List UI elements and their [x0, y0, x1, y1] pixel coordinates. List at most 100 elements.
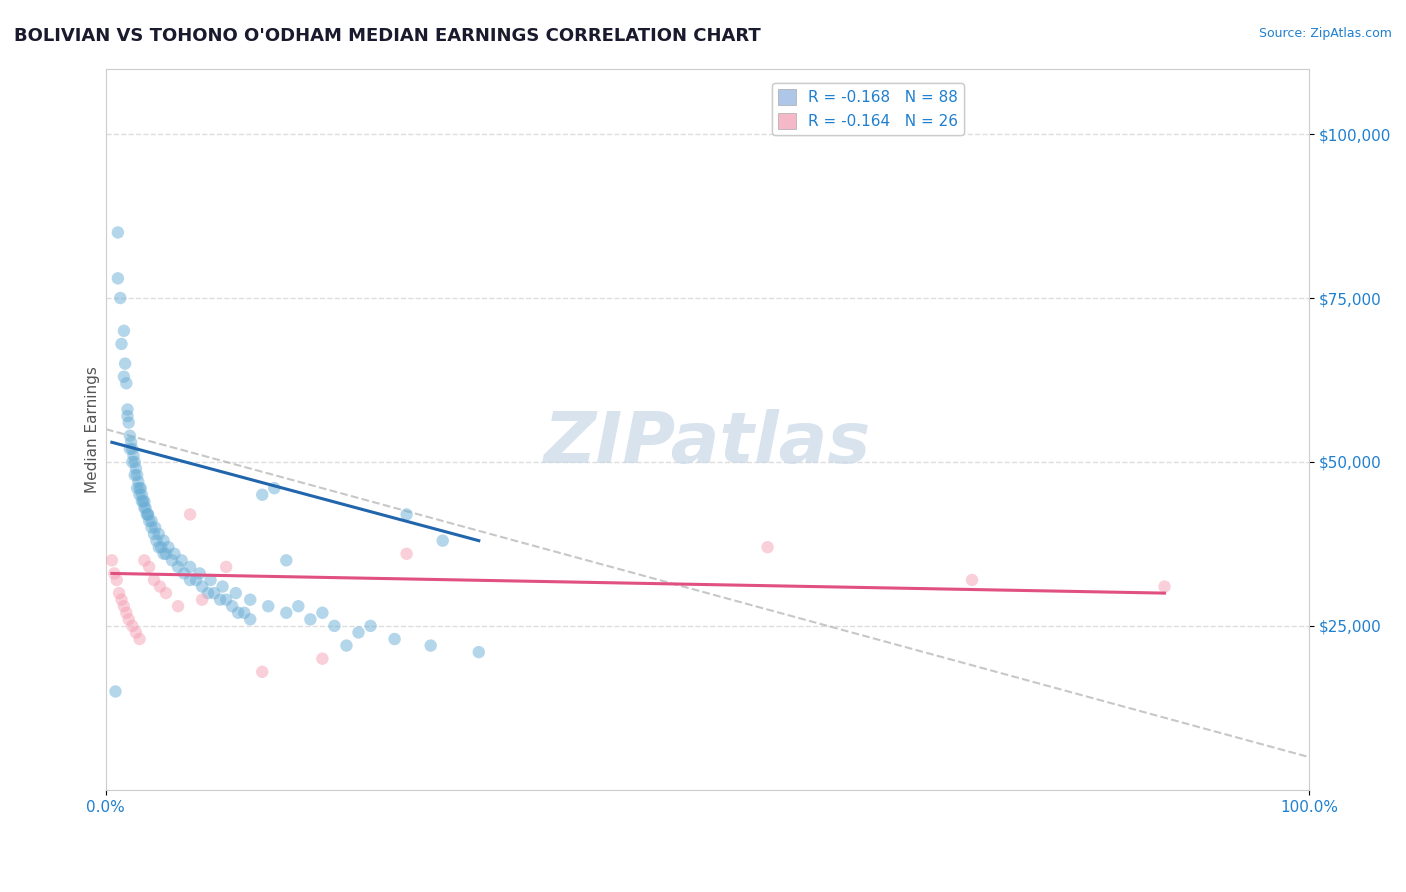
- Point: [209, 592, 232, 607]
- Point: [107, 271, 129, 285]
- Point: [756, 540, 779, 554]
- Point: [188, 566, 211, 581]
- Point: [167, 599, 190, 614]
- Point: [141, 514, 163, 528]
- Point: [121, 442, 143, 456]
- Point: [152, 547, 174, 561]
- Point: [239, 612, 262, 626]
- Point: [395, 508, 418, 522]
- Point: [104, 684, 127, 698]
- Point: [163, 547, 186, 561]
- Point: [134, 553, 156, 567]
- Point: [197, 586, 219, 600]
- Point: [143, 527, 166, 541]
- Point: [112, 369, 135, 384]
- Point: [252, 665, 274, 679]
- Point: [134, 500, 156, 515]
- Point: [112, 599, 135, 614]
- Point: [127, 475, 149, 489]
- Point: [148, 540, 170, 554]
- Legend: R = -0.168   N = 88, R = -0.164   N = 26: R = -0.168 N = 88, R = -0.164 N = 26: [772, 83, 965, 136]
- Point: [114, 357, 136, 371]
- Point: [173, 566, 195, 581]
- Point: [135, 508, 157, 522]
- Point: [191, 580, 214, 594]
- Point: [117, 402, 139, 417]
- Point: [127, 468, 149, 483]
- Point: [118, 442, 141, 456]
- Point: [276, 606, 298, 620]
- Point: [160, 553, 183, 567]
- Point: [311, 606, 333, 620]
- Point: [149, 580, 172, 594]
- Point: [138, 514, 160, 528]
- Point: [179, 560, 201, 574]
- Point: [145, 533, 167, 548]
- Point: [191, 592, 214, 607]
- Point: [107, 226, 129, 240]
- Point: [141, 520, 163, 534]
- Point: [143, 520, 166, 534]
- Point: [124, 455, 146, 469]
- Point: [110, 337, 132, 351]
- Point: [121, 619, 143, 633]
- Point: [395, 547, 418, 561]
- Point: [129, 481, 152, 495]
- Point: [127, 481, 149, 495]
- Point: [335, 639, 357, 653]
- Point: [136, 508, 159, 522]
- Point: [152, 533, 174, 548]
- Point: [257, 599, 280, 614]
- Point: [115, 376, 138, 391]
- Point: [155, 586, 177, 600]
- Point: [179, 508, 201, 522]
- Point: [101, 553, 124, 567]
- Point: [221, 599, 243, 614]
- Point: [157, 540, 180, 554]
- Point: [170, 553, 193, 567]
- Point: [120, 435, 142, 450]
- Point: [299, 612, 322, 626]
- Point: [215, 560, 238, 574]
- Point: [311, 651, 333, 665]
- Point: [115, 606, 138, 620]
- Point: [118, 428, 141, 442]
- Point: [125, 625, 148, 640]
- Point: [323, 619, 346, 633]
- Point: [263, 481, 285, 495]
- Point: [128, 488, 150, 502]
- Point: [150, 540, 173, 554]
- Point: [128, 632, 150, 646]
- Point: [128, 481, 150, 495]
- Point: [112, 324, 135, 338]
- Point: [347, 625, 370, 640]
- Text: ZIPatlas: ZIPatlas: [544, 409, 872, 478]
- Point: [226, 606, 249, 620]
- Point: [432, 533, 454, 548]
- Point: [138, 560, 160, 574]
- Point: [131, 494, 153, 508]
- Point: [233, 606, 256, 620]
- Point: [225, 586, 247, 600]
- Point: [110, 291, 132, 305]
- Point: [1153, 580, 1175, 594]
- Point: [110, 592, 132, 607]
- Text: Source: ZipAtlas.com: Source: ZipAtlas.com: [1258, 27, 1392, 40]
- Point: [200, 573, 222, 587]
- Point: [122, 449, 145, 463]
- Point: [202, 586, 225, 600]
- Point: [184, 573, 207, 587]
- Point: [132, 494, 155, 508]
- Point: [960, 573, 983, 587]
- Text: BOLIVIAN VS TOHONO O'ODHAM MEDIAN EARNINGS CORRELATION CHART: BOLIVIAN VS TOHONO O'ODHAM MEDIAN EARNIN…: [14, 27, 761, 45]
- Point: [419, 639, 441, 653]
- Point: [215, 592, 238, 607]
- Point: [252, 488, 274, 502]
- Y-axis label: Median Earnings: Median Earnings: [86, 366, 100, 492]
- Point: [136, 508, 159, 522]
- Point: [118, 612, 141, 626]
- Point: [148, 527, 170, 541]
- Point: [108, 586, 131, 600]
- Point: [103, 566, 125, 581]
- Point: [131, 488, 153, 502]
